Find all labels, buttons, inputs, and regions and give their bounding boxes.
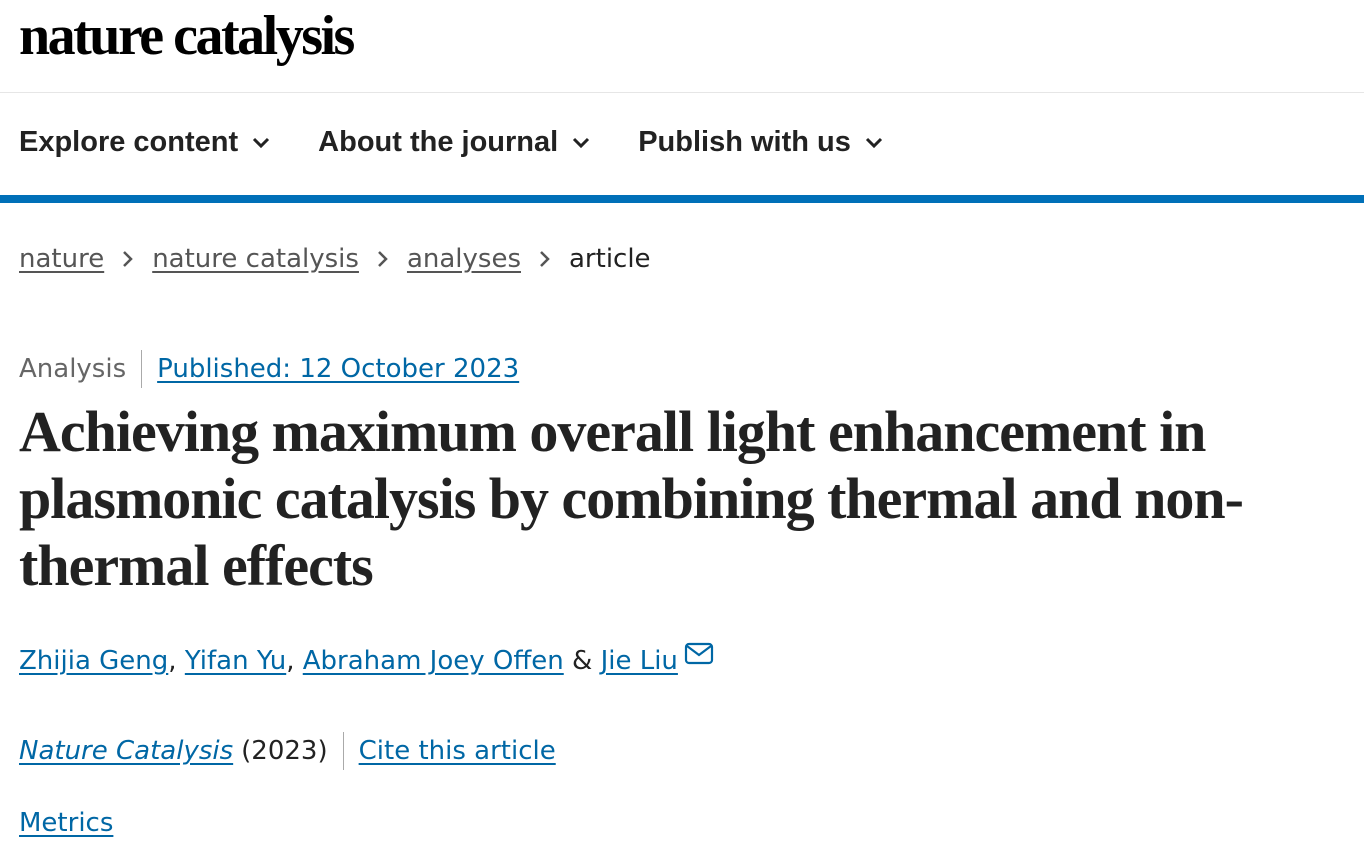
separator — [141, 350, 143, 388]
chevron — [253, 137, 270, 148]
authors: Zhijia Geng, Yifan Yu, Abraham Joey Offe… — [19, 642, 714, 676]
article-meta: Analysis Published: 12 October 2023 — [19, 350, 519, 388]
article-type: Analysis — [19, 354, 127, 384]
journal-name[interactable]: Nature Catalysis — [19, 736, 234, 766]
nav-item[interactable]: Publish with us — [638, 126, 883, 159]
nav-label[interactable]: Explore content — [19, 126, 239, 158]
breadcrumb[interactable]: analyses — [406, 244, 521, 274]
author-separator: , — [168, 646, 177, 676]
citation-line: Nature Catalysis (2023) Cite this articl… — [19, 732, 556, 770]
chevron — [123, 251, 133, 267]
article-title: Achieving maximum overall light enhancem… — [19, 399, 1244, 598]
breadcrumb[interactable]: nature — [19, 244, 105, 274]
author[interactable]: Abraham Joey Offen — [302, 646, 564, 676]
logo[interactable]: nature catalysis — [19, 5, 355, 67]
chevron — [865, 137, 882, 148]
nav-label[interactable]: About the journal — [318, 126, 559, 158]
chevron — [378, 251, 388, 267]
cite-link[interactable]: Cite this article — [358, 736, 556, 766]
nav: Explore content About the journal Publis… — [19, 126, 883, 159]
author[interactable]: Zhijia Geng — [19, 646, 169, 676]
nav-label[interactable]: Publish with us — [638, 126, 851, 158]
author[interactable]: Jie Liu — [600, 646, 678, 676]
separator — [342, 732, 344, 770]
author-separator: , — [286, 646, 295, 676]
breadcrumb[interactable]: nature catalysis — [152, 244, 359, 274]
author[interactable]: Yifan Yu — [184, 646, 287, 676]
chevron — [540, 251, 550, 267]
divider — [0, 92, 1364, 93]
email-icon[interactable] — [684, 642, 714, 666]
author-separator: & — [572, 646, 593, 676]
metrics-link[interactable]: Metrics — [19, 808, 114, 838]
published-date[interactable]: Published: 12 October 2023 — [157, 354, 520, 384]
chevron — [573, 137, 590, 148]
nav-item[interactable]: About the journal — [318, 126, 590, 159]
nav-bar — [0, 195, 1364, 203]
year: (2023) — [241, 736, 328, 766]
breadcrumb-current: article — [569, 244, 651, 274]
metrics: Metrics — [19, 808, 113, 838]
nav-item[interactable]: Explore content — [19, 126, 270, 159]
breadcrumbs: nature nature catalysis analyses article — [19, 244, 651, 274]
